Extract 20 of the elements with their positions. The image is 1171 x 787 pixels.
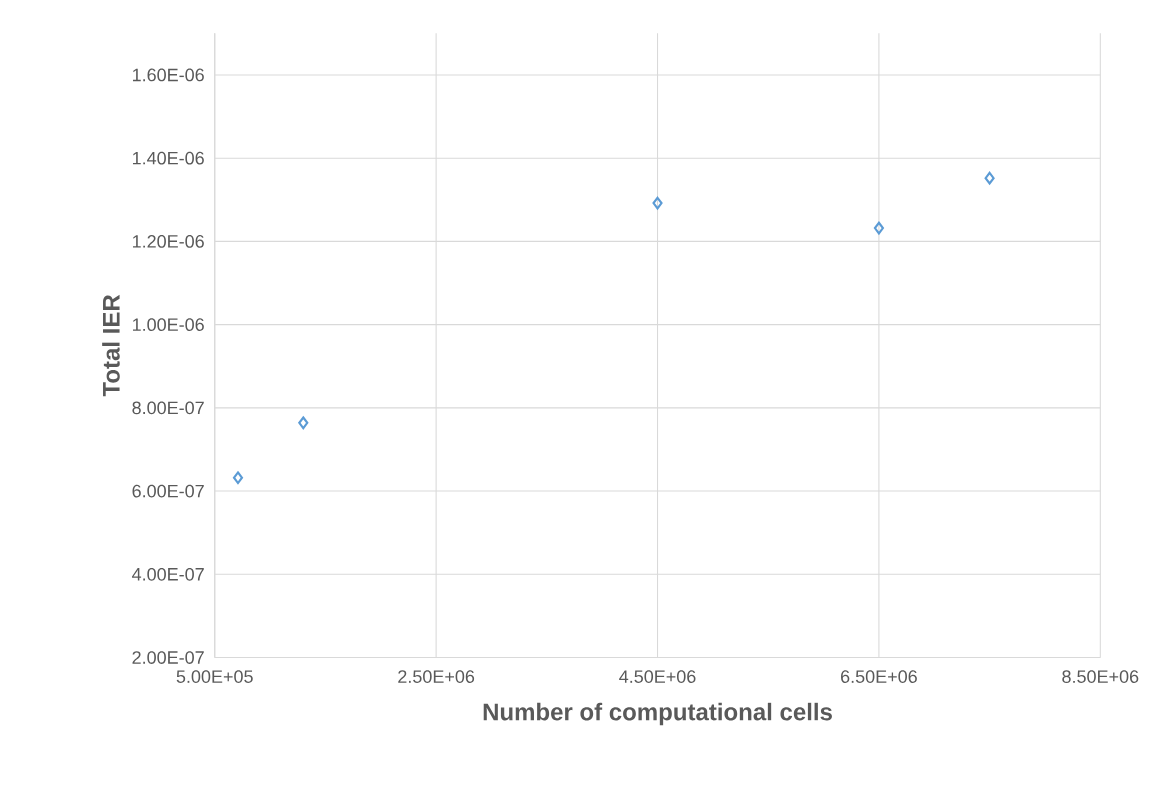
y-tick-label: 2.00E-07 — [132, 651, 204, 664]
x-tick-label: 8.50E+06 — [1062, 670, 1139, 684]
x-tick-label: 5.00E+05 — [176, 670, 253, 684]
x-tick-label: 6.50E+06 — [841, 670, 917, 684]
x-tick-label: 4.50E+06 — [619, 670, 696, 684]
y-tick-label: 1.00E-06 — [132, 318, 204, 332]
y-tick-label: 1.40E-06 — [132, 151, 204, 165]
y-tick-label: 6.00E-07 — [132, 484, 204, 498]
x-tick-label: 2.50E+06 — [398, 670, 475, 684]
y-tick-label: 1.20E-06 — [132, 235, 204, 248]
point — [232, 471, 244, 485]
point — [652, 196, 663, 210]
point — [873, 221, 884, 235]
point — [984, 171, 995, 185]
y-tick-label: 4.00E-07 — [132, 567, 204, 581]
y-tick-label: 1.60E-06 — [132, 68, 204, 82]
y-axis-title: Total IER — [102, 294, 120, 397]
point — [298, 416, 309, 430]
y-tick-label: 8.00E-07 — [132, 401, 204, 415]
x-axis-title: Number of computational cells — [483, 702, 832, 726]
